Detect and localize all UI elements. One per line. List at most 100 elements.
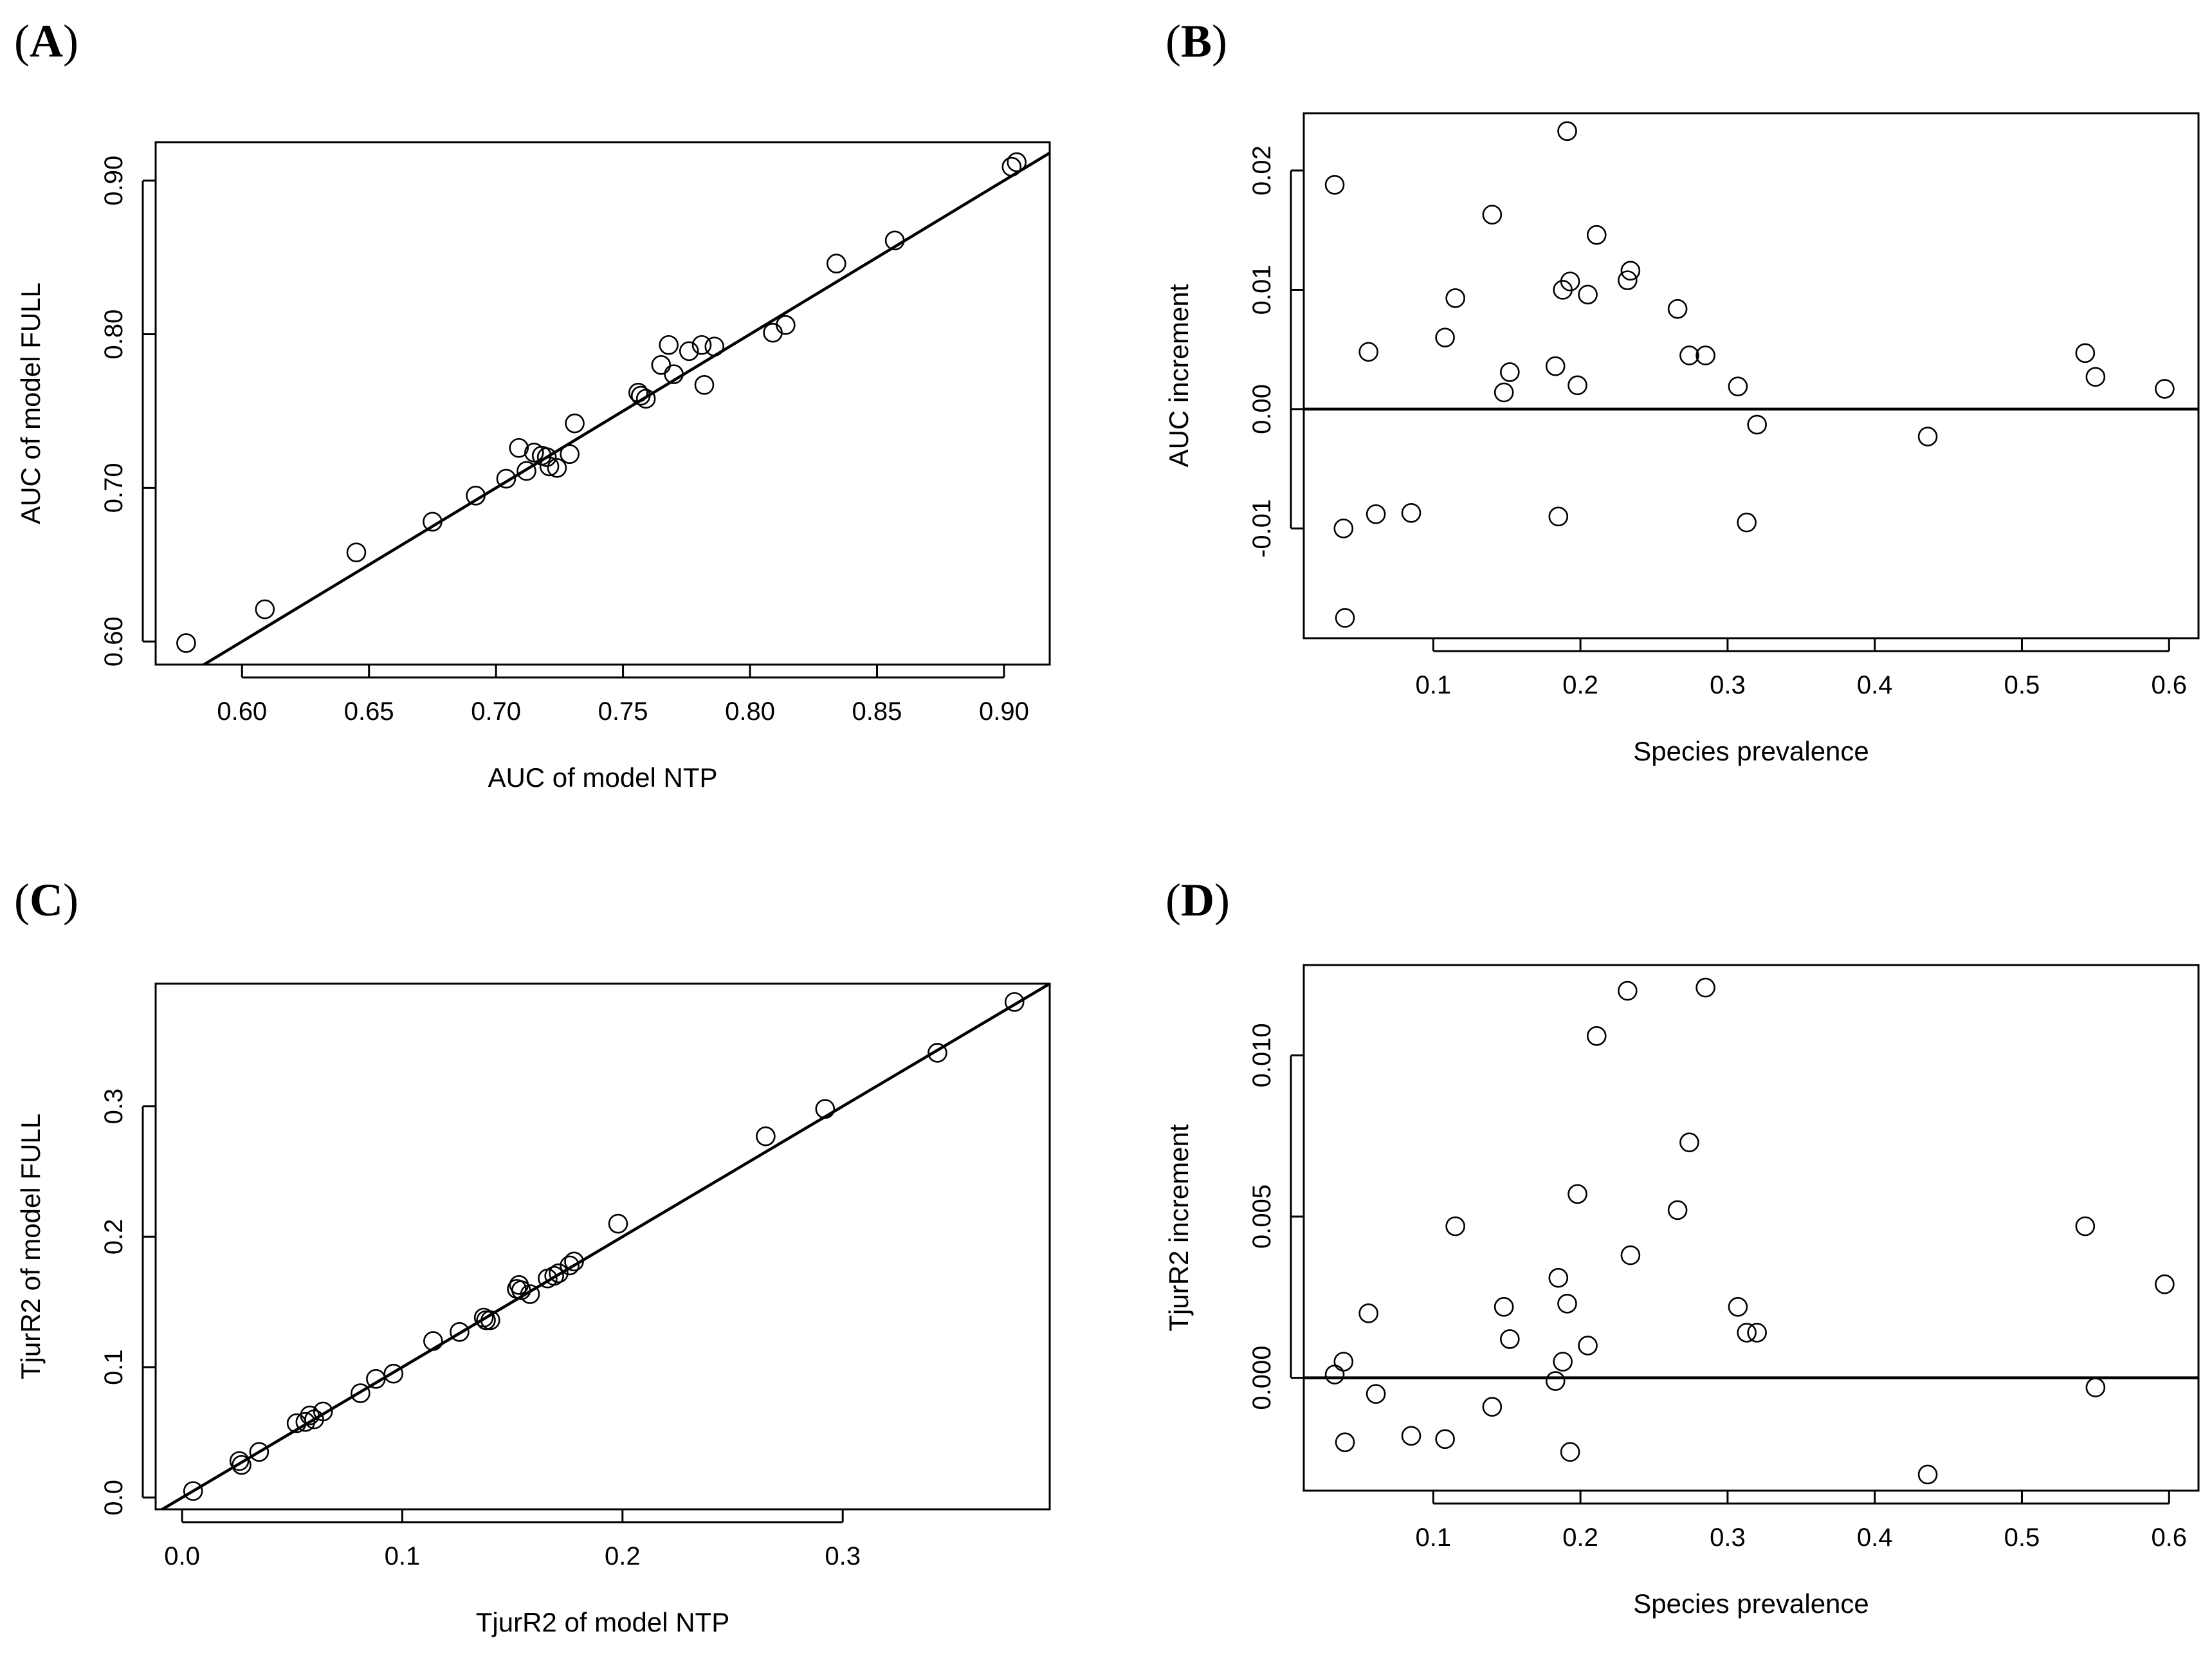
data-point-a	[1007, 152, 1027, 172]
y-tick-label-a: 0.80	[100, 309, 128, 360]
x-axis-title-d: Species prevalence	[1633, 1588, 1869, 1619]
data-point-a	[884, 230, 905, 251]
data-point-d	[1747, 1323, 1767, 1343]
data-point-d	[1324, 1365, 1345, 1385]
data-point-d	[1435, 1429, 1455, 1449]
chart-b: 0.1 0.2 0.3 0.4 0.5 0.6 -0.01 0.00 0.01 0.02 Speci…	[1164, 112, 2200, 766]
plot-frame-b	[1303, 112, 2200, 639]
data-point-c	[351, 1383, 370, 1403]
data-point-c	[232, 1455, 251, 1475]
data-point-d	[1737, 1323, 1757, 1343]
data-point-b	[2155, 379, 2175, 399]
y-axis-title-b: AUC increment	[1164, 284, 1194, 467]
y-tick-label-b: 0.01	[1248, 265, 1276, 315]
plot-frame-c	[154, 982, 1051, 1511]
data-point-d	[1679, 1132, 1699, 1152]
data-point-a	[536, 447, 557, 467]
data-point-c	[608, 1213, 628, 1234]
data-point-d	[1557, 1293, 1577, 1314]
data-point-a	[255, 599, 275, 620]
data-point-a	[346, 542, 367, 562]
data-point-a	[423, 511, 443, 532]
data-point-a	[826, 253, 846, 273]
data-point-a	[630, 385, 651, 406]
y-axis-title-a: AUC of model FULL	[15, 282, 46, 524]
data-point-a	[664, 364, 684, 384]
data-point-c	[480, 1310, 500, 1330]
data-point-d	[1728, 1297, 1748, 1317]
y-tick-label-a: 0.60	[100, 616, 128, 667]
x-axis-title-b: Species prevalence	[1633, 736, 1869, 766]
data-point-a	[565, 413, 585, 434]
x-tick-label-d: 0.1	[1416, 1523, 1452, 1552]
x-tick-label-d: 0.2	[1562, 1523, 1598, 1552]
data-point-b	[1435, 327, 1455, 347]
data-point-b	[1737, 512, 1757, 533]
data-point-d	[1401, 1426, 1421, 1446]
x-tick-label-a: 0.75	[598, 697, 648, 726]
data-point-b	[1494, 382, 1514, 403]
data-point-d	[1667, 1200, 1688, 1220]
panel-label-b: (B)	[1165, 15, 1227, 67]
data-point-a	[651, 354, 672, 375]
data-point-c	[511, 1280, 531, 1300]
x-tick-label-b: 0.3	[1710, 671, 1746, 699]
data-point-d	[1553, 1352, 1573, 1372]
data-point-a	[679, 341, 699, 362]
data-point-c	[544, 1265, 564, 1286]
data-point-d	[1560, 1442, 1580, 1462]
data-point-a	[509, 437, 529, 458]
data-point-d	[1917, 1464, 1938, 1485]
data-point-a	[659, 335, 679, 355]
data-point-a	[704, 336, 725, 356]
data-point-a	[466, 485, 486, 506]
data-point-c	[183, 1481, 203, 1501]
y-tick-label-d: 0.005	[1248, 1184, 1276, 1249]
x-tick-label-a: 0.70	[471, 697, 521, 726]
data-point-b	[1445, 288, 1465, 308]
data-point-c	[564, 1251, 584, 1272]
data-point-d	[1499, 1329, 1520, 1349]
y-tick-label-a: 0.70	[100, 463, 128, 513]
x-tick-label-b: 0.1	[1416, 671, 1452, 699]
y-tick-label-d: 0.000	[1248, 1346, 1276, 1410]
x-tick-label-c: 0.3	[825, 1542, 861, 1570]
data-point-b	[1366, 504, 1386, 524]
data-point-b	[1545, 356, 1566, 376]
data-point-b	[1578, 284, 1598, 305]
x-tick-label-b: 0.4	[1857, 671, 1893, 699]
data-point-b	[1548, 506, 1569, 527]
data-point-b	[1499, 362, 1520, 382]
data-point-b	[1568, 375, 1587, 396]
data-point-d	[2155, 1274, 2175, 1294]
y-tick-label-b: 0.02	[1248, 145, 1276, 196]
x-tick-label-b: 0.2	[1562, 671, 1598, 699]
data-point-c	[756, 1126, 776, 1146]
x-tick-label-c: 0.1	[385, 1542, 421, 1570]
x-tick-label-d: 0.5	[2004, 1523, 2040, 1552]
plot-frame-a	[154, 141, 1051, 666]
plot-frame-d	[1303, 964, 2200, 1492]
x-tick-label-a: 0.60	[217, 697, 267, 726]
identity-line-c	[159, 984, 1050, 1509]
data-point-d	[1548, 1267, 1569, 1288]
data-point-b	[1557, 121, 1577, 142]
data-point-b	[1560, 271, 1580, 291]
panel-label-a: (A)	[14, 15, 78, 67]
x-tick-label-a: 0.80	[725, 697, 775, 726]
data-point-a	[496, 468, 516, 489]
data-point-b	[2075, 343, 2096, 363]
data-point-c	[476, 1310, 496, 1330]
data-point-b	[1586, 225, 1607, 245]
data-point-b	[1333, 519, 1354, 538]
data-point-a	[176, 633, 196, 653]
data-point-a	[691, 335, 712, 355]
data-point-b	[1324, 174, 1345, 195]
data-point-d	[1618, 980, 1638, 1001]
data-point-c	[249, 1442, 270, 1462]
y-tick-label-a: 0.90	[100, 156, 128, 206]
x-tick-label-a: 0.85	[852, 697, 902, 726]
data-point-a	[763, 322, 783, 343]
y-axis-title-d: TjurR2 increment	[1164, 1124, 1194, 1331]
data-point-d	[1445, 1216, 1465, 1237]
